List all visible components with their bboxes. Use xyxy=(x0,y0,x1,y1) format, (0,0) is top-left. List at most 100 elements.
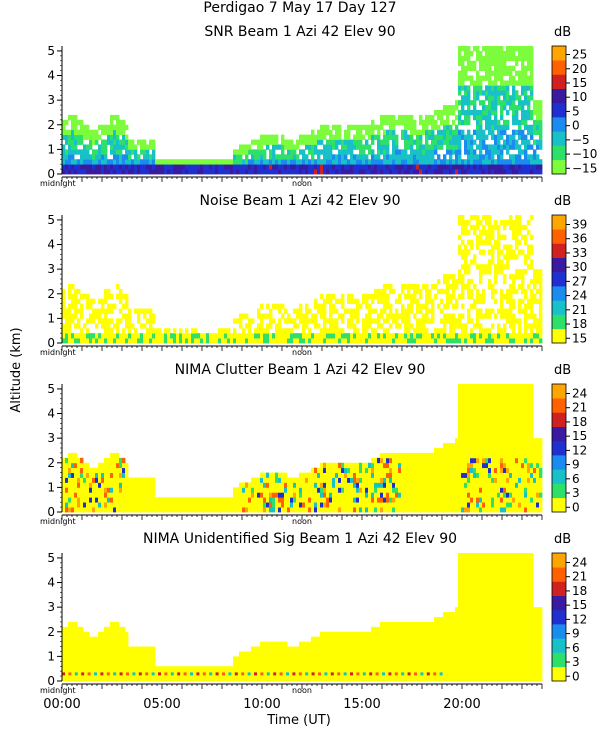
heatmap-cell xyxy=(80,169,84,175)
heatmap-cell xyxy=(455,159,459,165)
heatmap-cell xyxy=(530,502,534,508)
heatmap-cell xyxy=(431,283,435,290)
heatmap-cell xyxy=(359,134,363,140)
heatmap-cell xyxy=(368,129,372,136)
heatmap-cell xyxy=(461,333,465,339)
heatmap-cell xyxy=(497,384,501,390)
heatmap-cell xyxy=(512,467,516,474)
heatmap-cell xyxy=(476,323,480,329)
heatmap-cell xyxy=(107,323,111,329)
heatmap-cell xyxy=(377,298,381,305)
heatmap-cell xyxy=(434,492,438,498)
heatmap-cell xyxy=(110,472,114,478)
heatmap-cell xyxy=(524,55,528,62)
heatmap-cell xyxy=(509,244,513,250)
heatmap-cell xyxy=(194,507,198,513)
heatmap-cell xyxy=(116,487,120,493)
heatmap-cell xyxy=(86,462,90,469)
heatmap-cell xyxy=(71,651,75,657)
heatmap-cell xyxy=(368,303,372,309)
heatmap-cell xyxy=(467,507,471,513)
heatmap-cell xyxy=(218,676,222,682)
heatmap-cell xyxy=(107,169,111,175)
heatmap-cell xyxy=(311,338,315,344)
heatmap-cell xyxy=(527,50,531,57)
heatmap-cell xyxy=(485,169,489,175)
heatmap-cell xyxy=(419,467,423,474)
heatmap-cell xyxy=(509,70,513,76)
heatmap-cell xyxy=(98,467,102,474)
heatmap-cell xyxy=(221,159,225,165)
heatmap-cell xyxy=(446,110,450,116)
heatmap-cell xyxy=(371,457,375,464)
heatmap-cell xyxy=(374,333,378,339)
heatmap-cell xyxy=(302,139,306,145)
heatmap-cell xyxy=(494,80,498,86)
heatmap-cell xyxy=(101,164,105,170)
heatmap-cell xyxy=(239,492,243,498)
heatmap-cell xyxy=(272,139,276,145)
heatmap-cell xyxy=(530,46,534,52)
heatmap-cell xyxy=(110,293,114,300)
heatmap-cell xyxy=(359,338,363,344)
heatmap-cell xyxy=(500,164,504,170)
heatmap-cell xyxy=(473,224,477,231)
heatmap-cell xyxy=(500,487,504,493)
heatmap-cell xyxy=(308,338,312,344)
heatmap-cell xyxy=(368,318,372,324)
heatmap-cell xyxy=(149,139,153,145)
heatmap-cell xyxy=(272,144,276,150)
heatmap-cell xyxy=(530,418,534,424)
heatmap-cell xyxy=(524,472,528,478)
heatmap-cell xyxy=(77,288,81,295)
heatmap-cell xyxy=(65,313,69,319)
heatmap-cell xyxy=(176,497,180,503)
heatmap-cell xyxy=(341,507,345,513)
heatmap-cell xyxy=(437,139,441,145)
heatmap-cell xyxy=(395,134,399,140)
heatmap-cell xyxy=(86,482,90,488)
heatmap-cell xyxy=(407,134,411,140)
heatmap-cell xyxy=(245,149,249,155)
heatmap-cell xyxy=(473,507,477,513)
heatmap-cell xyxy=(500,313,504,319)
heatmap-cell xyxy=(530,215,534,221)
heatmap-cell xyxy=(257,323,261,329)
heatmap-cell xyxy=(116,129,120,136)
heatmap-cell xyxy=(356,492,360,498)
heatmap-cell xyxy=(506,249,510,255)
heatmap-cell xyxy=(491,323,495,329)
heatmap-cell xyxy=(65,462,69,469)
heatmap-cell xyxy=(218,328,222,334)
heatmap-cell xyxy=(248,333,252,339)
heatmap-cell xyxy=(311,472,315,478)
heatmap-cell xyxy=(92,333,96,339)
heatmap-cell xyxy=(317,482,321,488)
heatmap-cell xyxy=(101,482,105,488)
heatmap-cell xyxy=(467,423,471,429)
heatmap-cell xyxy=(407,124,411,131)
heatmap-cell xyxy=(119,641,123,647)
colorbar-tick-label: 5 xyxy=(572,104,580,118)
heatmap-cell xyxy=(515,154,519,160)
heatmap-cell xyxy=(218,497,222,503)
heatmap-cell xyxy=(482,443,486,449)
heatmap-cell xyxy=(533,298,537,305)
heatmap-cell xyxy=(371,129,375,136)
heatmap-cell xyxy=(275,472,279,478)
heatmap-cell xyxy=(95,502,99,508)
heatmap-cell xyxy=(143,651,147,657)
heatmap-cell xyxy=(515,428,519,434)
heatmap-cell xyxy=(260,144,264,150)
heatmap-cell xyxy=(410,124,414,131)
heatmap-cell xyxy=(509,393,513,400)
heatmap-cell xyxy=(527,443,531,449)
heatmap-cell xyxy=(497,467,501,474)
heatmap-cell xyxy=(464,159,468,165)
heatmap-cell xyxy=(353,298,357,305)
heatmap-cell xyxy=(512,403,516,410)
heatmap-cell xyxy=(527,433,531,439)
heatmap-cell xyxy=(413,477,417,483)
heatmap-cell xyxy=(80,457,84,464)
heatmap-cell xyxy=(374,467,378,474)
